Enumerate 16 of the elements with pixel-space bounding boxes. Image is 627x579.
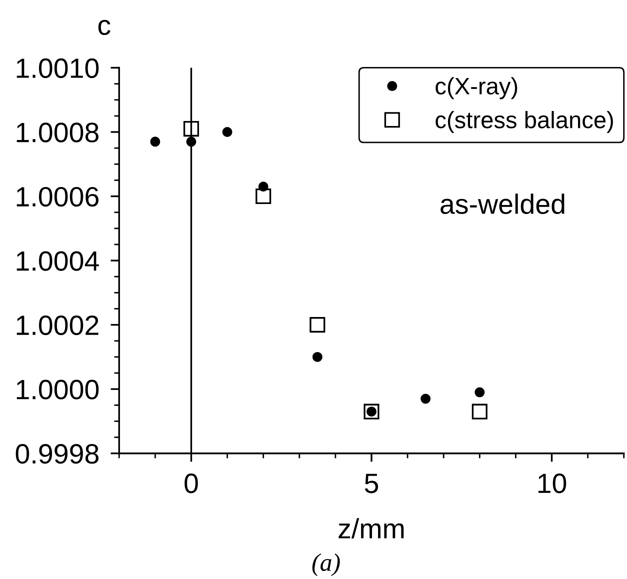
annotation: as-welded [440, 194, 564, 214]
y-tick-label: 1.0006 [16, 186, 98, 207]
y-tick-label: 1.0010 [16, 58, 99, 78]
text: (a) [312, 553, 340, 576]
y-tick-label: 1.0000 [16, 380, 99, 400]
y-tick-label: 1.0004 [16, 251, 99, 271]
x-tick-label: 10 [538, 474, 566, 494]
y-tick-label: 0.9998 [16, 444, 98, 464]
legend-label: c(stress balance) [436, 111, 613, 133]
x-tick-label: 0 [184, 474, 198, 494]
x-axis-title: z/mm [338, 518, 404, 539]
legend-label: c(X-ray) [436, 77, 518, 100]
y-tick-label: 1.0002 [16, 315, 98, 336]
y-tick-label: 1.0008 [16, 122, 98, 142]
y-axis-title: c [98, 20, 110, 36]
x-tick-label: 5 [364, 474, 378, 494]
